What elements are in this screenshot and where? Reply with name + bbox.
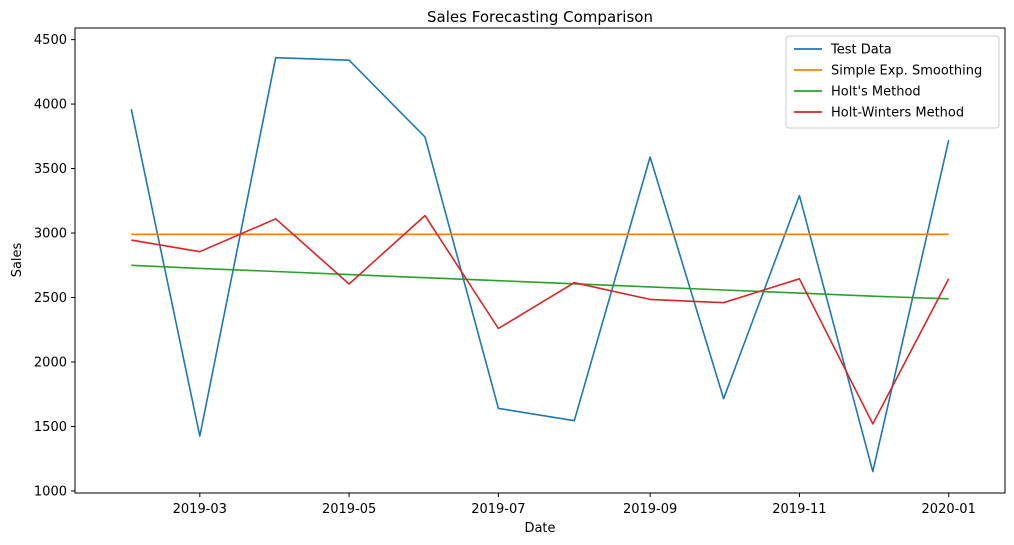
x-tick-label: 2019-05	[322, 502, 376, 517]
chart-title: Sales Forecasting Comparison	[427, 8, 653, 26]
x-tick-label: 2019-11	[772, 502, 826, 517]
y-tick-label: 1500	[34, 420, 67, 435]
legend-label: Test Data	[830, 43, 892, 58]
series-line-0	[130, 56, 950, 473]
x-axis-label: Date	[524, 521, 555, 536]
legend-label: Holt's Method	[831, 85, 921, 100]
plot-frame	[74, 27, 1006, 494]
y-tick-label: 4000	[34, 98, 67, 113]
y-tick-label: 3500	[34, 162, 67, 177]
y-tick-label: 2000	[34, 355, 67, 370]
series-line-2	[131, 264, 949, 300]
y-axis-ticks: 1000 1500 2000 2500 3000 3500 4000 4500	[34, 33, 75, 499]
x-tick-label: 2019-07	[471, 502, 525, 517]
legend: Test Data Simple Exp. Smoothing Holt's Met…	[785, 35, 1000, 129]
x-axis-ticks: 2019-03 2019-05 2019-07 2019-09 2019-11 2020-…	[173, 493, 976, 517]
legend-frame	[785, 35, 1000, 129]
legend-label: Simple Exp. Smoothing	[831, 64, 982, 79]
legend-label: Holt-Winters Method	[831, 106, 964, 121]
plot-lines	[130, 56, 950, 473]
x-tick-label: 2019-09	[623, 502, 677, 517]
y-axis-label: Sales	[10, 242, 25, 277]
x-tick-label: 2019-03	[173, 502, 227, 517]
series-line-3	[131, 214, 950, 425]
y-tick-label: 4500	[34, 33, 67, 48]
y-tick-label: 1000	[34, 484, 67, 499]
x-tick-label: 2020-01	[922, 502, 976, 517]
y-tick-label: 3000	[34, 227, 67, 242]
y-tick-label: 2500	[34, 291, 67, 306]
